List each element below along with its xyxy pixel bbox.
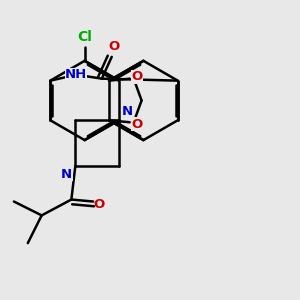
Text: NH: NH — [65, 68, 87, 81]
Text: N: N — [122, 105, 133, 118]
Text: N: N — [61, 168, 72, 181]
Text: Cl: Cl — [77, 30, 92, 44]
Text: O: O — [108, 40, 119, 53]
Text: O: O — [131, 118, 142, 131]
Text: O: O — [94, 198, 105, 211]
Text: O: O — [131, 70, 142, 83]
